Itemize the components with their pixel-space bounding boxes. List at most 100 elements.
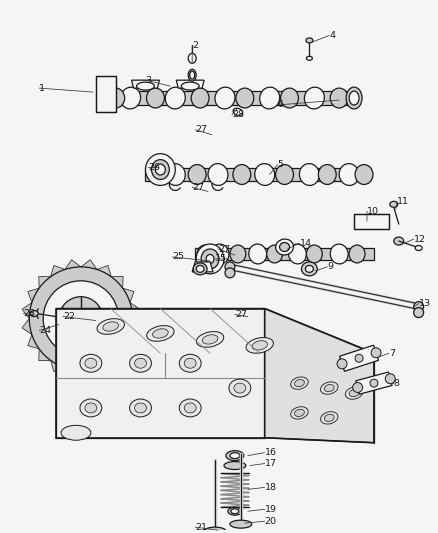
Ellipse shape [184, 403, 196, 413]
Polygon shape [176, 80, 204, 88]
Ellipse shape [345, 387, 363, 399]
Ellipse shape [193, 263, 207, 275]
Ellipse shape [204, 527, 226, 533]
Text: 5: 5 [278, 160, 283, 169]
Ellipse shape [307, 245, 322, 263]
Circle shape [413, 308, 424, 318]
Polygon shape [22, 319, 32, 335]
Text: 11: 11 [397, 197, 409, 206]
Ellipse shape [152, 159, 170, 180]
Circle shape [225, 262, 235, 272]
Text: 27: 27 [218, 245, 230, 254]
Ellipse shape [61, 425, 91, 440]
Ellipse shape [179, 354, 201, 372]
Ellipse shape [371, 348, 381, 358]
Ellipse shape [107, 88, 125, 108]
Text: 21: 21 [195, 523, 207, 531]
Ellipse shape [155, 164, 166, 175]
Ellipse shape [295, 379, 304, 387]
Ellipse shape [97, 319, 124, 334]
Circle shape [370, 379, 378, 387]
Ellipse shape [325, 384, 334, 392]
Ellipse shape [149, 165, 167, 184]
Polygon shape [39, 277, 50, 288]
Ellipse shape [276, 165, 293, 184]
Text: 23: 23 [23, 309, 35, 318]
Text: 25: 25 [172, 253, 184, 262]
Text: 22: 22 [63, 312, 75, 321]
Ellipse shape [246, 337, 273, 353]
Ellipse shape [134, 403, 146, 413]
Text: 6: 6 [278, 101, 283, 109]
Ellipse shape [201, 249, 219, 269]
Ellipse shape [30, 311, 38, 317]
Ellipse shape [228, 507, 242, 515]
Ellipse shape [137, 82, 155, 90]
Ellipse shape [80, 354, 102, 372]
Polygon shape [130, 319, 140, 335]
Ellipse shape [85, 403, 97, 413]
Text: 7: 7 [389, 349, 395, 358]
Polygon shape [28, 288, 39, 303]
Ellipse shape [300, 164, 319, 185]
Polygon shape [50, 360, 65, 372]
Ellipse shape [130, 354, 152, 372]
Ellipse shape [233, 108, 243, 116]
Text: 20: 20 [265, 516, 277, 526]
Ellipse shape [304, 87, 325, 109]
Polygon shape [22, 303, 32, 319]
Ellipse shape [301, 262, 318, 276]
Ellipse shape [211, 244, 229, 264]
Ellipse shape [236, 88, 254, 108]
Ellipse shape [349, 91, 359, 105]
Circle shape [59, 297, 103, 341]
Text: 1: 1 [39, 84, 45, 93]
Ellipse shape [165, 164, 185, 185]
Circle shape [355, 354, 363, 362]
Ellipse shape [385, 374, 395, 384]
Ellipse shape [415, 246, 422, 251]
Text: 17: 17 [265, 459, 277, 468]
Polygon shape [145, 167, 369, 181]
Polygon shape [356, 372, 392, 394]
Text: 10: 10 [367, 207, 379, 216]
Ellipse shape [184, 358, 196, 368]
Circle shape [225, 268, 235, 278]
Text: 15: 15 [215, 254, 227, 263]
Ellipse shape [349, 245, 365, 263]
Ellipse shape [267, 245, 283, 263]
Ellipse shape [394, 237, 404, 245]
Ellipse shape [249, 244, 267, 264]
Ellipse shape [188, 165, 206, 184]
Ellipse shape [196, 265, 204, 272]
Text: 16: 16 [265, 448, 277, 457]
Ellipse shape [346, 87, 362, 109]
Ellipse shape [103, 322, 119, 331]
Ellipse shape [134, 358, 146, 368]
Ellipse shape [307, 56, 312, 60]
Circle shape [71, 309, 91, 328]
Ellipse shape [305, 265, 313, 272]
Polygon shape [123, 335, 134, 349]
Text: 9: 9 [327, 262, 333, 271]
Ellipse shape [191, 88, 209, 108]
Ellipse shape [120, 87, 141, 109]
Polygon shape [50, 265, 65, 277]
Ellipse shape [179, 399, 201, 417]
Ellipse shape [147, 326, 174, 341]
Ellipse shape [349, 390, 359, 397]
Polygon shape [56, 309, 265, 438]
Ellipse shape [339, 164, 359, 185]
Ellipse shape [188, 69, 196, 81]
Ellipse shape [353, 383, 363, 392]
Ellipse shape [260, 87, 279, 109]
Polygon shape [130, 303, 140, 319]
Circle shape [29, 267, 133, 370]
Ellipse shape [197, 245, 213, 263]
Text: 19: 19 [265, 505, 277, 514]
Polygon shape [265, 309, 374, 443]
Ellipse shape [337, 359, 347, 369]
Text: 2: 2 [192, 41, 198, 50]
Polygon shape [354, 214, 389, 229]
Polygon shape [111, 349, 123, 361]
